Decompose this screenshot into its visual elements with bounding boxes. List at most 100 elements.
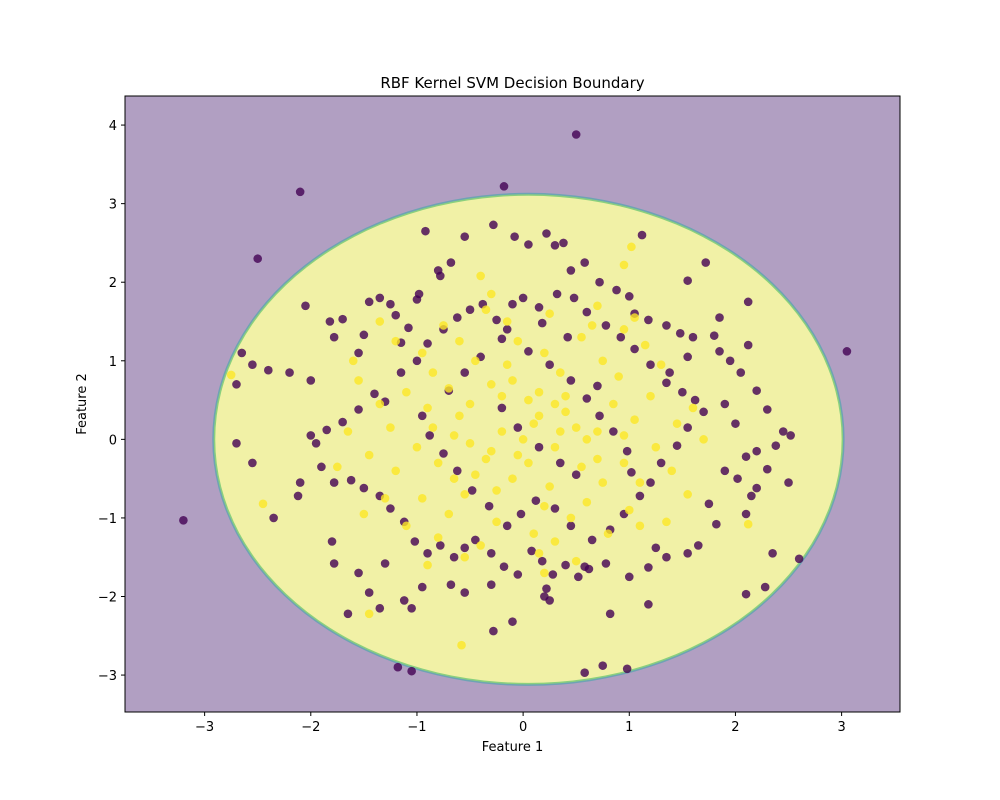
data-point-class-1 — [609, 399, 618, 409]
data-point-class-0 — [743, 297, 753, 307]
data-point-class-0 — [762, 405, 772, 414]
data-point-class-0 — [524, 240, 533, 249]
data-point-class-1 — [561, 407, 570, 417]
y-tick-label: 0 — [109, 433, 117, 448]
data-point-class-1 — [375, 399, 385, 409]
data-point-class-0 — [534, 303, 544, 312]
data-point-class-0 — [421, 226, 430, 236]
data-point-class-1 — [640, 340, 650, 350]
data-point-class-1 — [656, 360, 666, 370]
data-point-class-1 — [433, 458, 443, 468]
data-point-class-1 — [471, 356, 480, 366]
data-point-class-1 — [699, 435, 708, 444]
data-point-class-0 — [630, 344, 639, 354]
data-point-class-1 — [555, 427, 565, 436]
data-point-class-0 — [499, 182, 509, 191]
data-point-class-0 — [375, 603, 385, 613]
data-point-class-0 — [531, 496, 541, 505]
data-point-class-1 — [545, 482, 554, 491]
data-point-class-0 — [747, 491, 756, 501]
data-point-class-0 — [701, 258, 711, 267]
data-point-class-0 — [672, 441, 682, 450]
data-point-class-1 — [571, 556, 581, 566]
data-point-class-1 — [486, 380, 496, 389]
data-point-class-0 — [386, 299, 395, 309]
data-point-class-1 — [428, 423, 438, 432]
data-point-class-1 — [683, 490, 692, 499]
data-point-class-1 — [593, 301, 602, 311]
data-point-class-0 — [609, 427, 618, 436]
data-point-class-0 — [736, 368, 746, 377]
y-tick-label: −3 — [98, 669, 117, 684]
data-point-class-0 — [407, 666, 416, 676]
data-point-class-1 — [364, 450, 374, 460]
data-point-class-0 — [662, 378, 671, 388]
data-point-class-0 — [555, 458, 565, 468]
data-point-class-0 — [513, 570, 523, 579]
data-point-class-1 — [486, 446, 496, 456]
data-point-class-0 — [436, 541, 445, 550]
data-point-class-0 — [452, 313, 462, 322]
data-point-class-0 — [582, 307, 592, 317]
data-point-class-0 — [644, 563, 653, 572]
data-point-class-1 — [524, 395, 533, 405]
x-tick-label: 3 — [837, 720, 845, 735]
data-point-class-0 — [743, 340, 753, 350]
data-point-class-1 — [540, 501, 549, 511]
data-point-class-0 — [327, 537, 337, 546]
data-point-class-1 — [619, 431, 629, 440]
y-axis: −3 −2 −1 0 1 2 3 4 — [98, 119, 125, 684]
data-point-class-0 — [662, 321, 671, 330]
data-point-class-0 — [688, 332, 698, 342]
data-point-class-0 — [644, 600, 653, 609]
data-point-class-0 — [460, 368, 470, 377]
data-point-class-0 — [354, 348, 363, 358]
data-point-class-0 — [325, 317, 335, 326]
data-point-class-1 — [651, 442, 661, 452]
data-point-class-0 — [662, 552, 671, 562]
data-point-class-0 — [513, 423, 523, 432]
data-point-class-0 — [534, 442, 544, 452]
data-point-class-1 — [481, 454, 491, 464]
data-point-class-0 — [404, 323, 413, 333]
data-point-class-1 — [364, 609, 374, 619]
data-point-class-0 — [704, 499, 714, 509]
data-point-class-1 — [571, 423, 581, 432]
data-point-class-0 — [542, 584, 551, 593]
data-point-class-1 — [593, 427, 602, 436]
data-point-class-1 — [375, 317, 385, 326]
data-point-class-0 — [683, 548, 692, 558]
data-point-class-1 — [457, 640, 466, 650]
data-point-class-1 — [555, 368, 565, 377]
data-point-class-0 — [253, 254, 263, 263]
data-point-class-1 — [550, 442, 560, 452]
data-point-class-0 — [293, 491, 303, 501]
data-point-class-1 — [391, 336, 401, 346]
data-point-class-1 — [502, 317, 512, 326]
data-point-class-1 — [502, 360, 512, 370]
data-point-class-0 — [237, 348, 247, 358]
chart-title: RBF Kernel SVM Decision Boundary — [380, 74, 644, 92]
data-point-class-1 — [417, 493, 427, 503]
data-point-class-1 — [529, 529, 539, 538]
data-point-class-1 — [582, 497, 592, 507]
data-point-class-0 — [624, 292, 634, 301]
data-point-class-0 — [693, 541, 703, 550]
data-point-class-0 — [794, 554, 804, 564]
data-point-class-0 — [407, 603, 416, 613]
data-point-class-0 — [449, 552, 459, 562]
data-point-class-0 — [524, 347, 533, 356]
data-point-class-0 — [285, 368, 294, 377]
data-point-class-0 — [465, 305, 475, 315]
data-point-class-0 — [248, 458, 257, 468]
data-point-class-1 — [550, 537, 560, 546]
y-axis-title: Feature 2 — [75, 373, 90, 435]
data-point-class-0 — [637, 230, 647, 240]
data-point-class-0 — [446, 258, 456, 267]
data-point-class-0 — [359, 330, 369, 340]
data-point-class-0 — [545, 596, 554, 605]
data-point-class-0 — [580, 258, 589, 267]
data-point-class-0 — [295, 187, 305, 197]
data-point-class-0 — [354, 568, 363, 578]
data-point-class-0 — [741, 509, 751, 519]
